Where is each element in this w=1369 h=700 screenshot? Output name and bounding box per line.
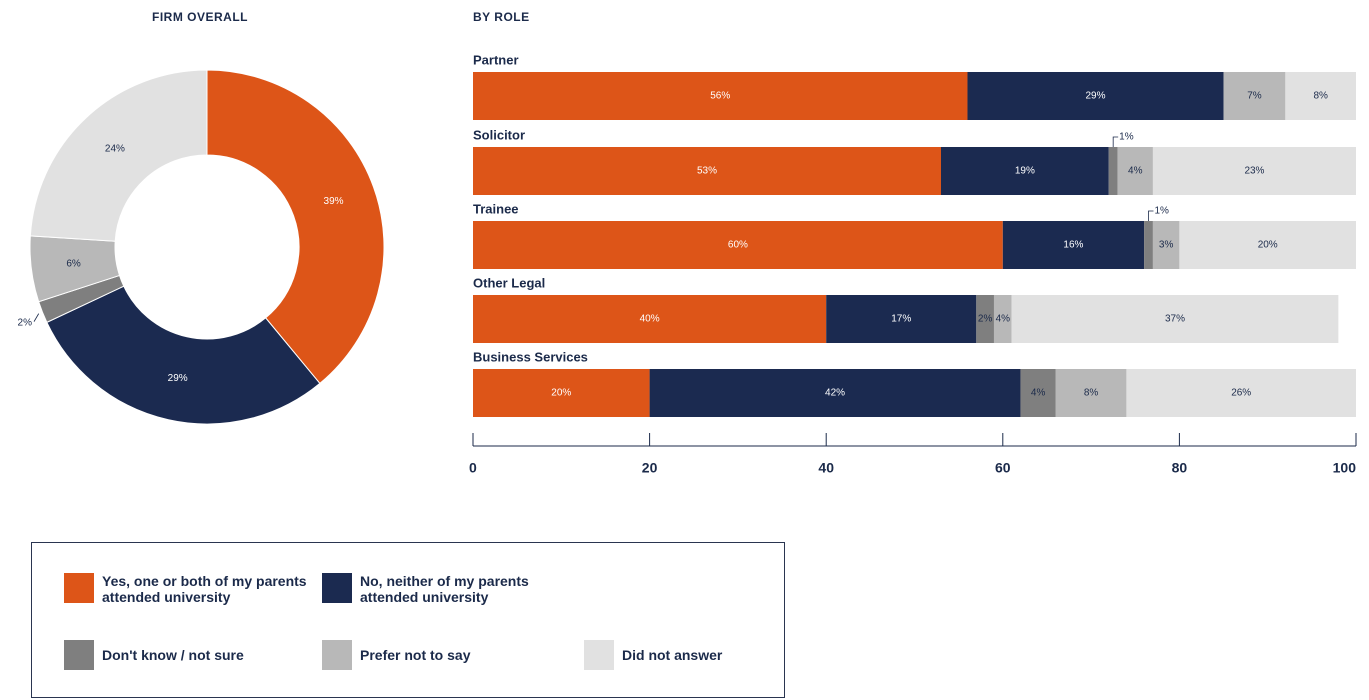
bar-segment-yes [473, 369, 650, 417]
bar-value-label: 1% [1119, 132, 1134, 143]
bar-value-label: 20% [551, 388, 571, 399]
bar-segment-dont_know [1108, 147, 1118, 195]
legend-label-no: No, neither of my parents attended unive… [360, 573, 529, 605]
bar-segment-did_not_answer [1126, 369, 1356, 417]
bar-value-label: 19% [1015, 166, 1035, 177]
bar-segment-prefer_not [1055, 369, 1127, 417]
bar-segment-prefer_not [993, 295, 1012, 343]
bar-category-label: Business Services [473, 349, 588, 364]
bar-value-label: 8% [1313, 91, 1328, 102]
bar-segment-dont_know [976, 295, 994, 343]
bar-value-label: 40% [640, 314, 660, 325]
legend-swatch-dont-know [64, 640, 94, 670]
bar-chart-title: BY ROLE [473, 10, 530, 24]
bar-segment-did_not_answer [1179, 221, 1356, 269]
bar-segment-prefer_not [1223, 72, 1286, 120]
x-axis-tick-label: 40 [818, 460, 834, 476]
donut-label-yes: 39% [324, 196, 344, 207]
legend-item-prefer-not: Prefer not to say [322, 640, 470, 670]
bar-segment-no [649, 369, 1021, 417]
bar-segment-did_not_answer [1011, 295, 1339, 343]
legend-item-no: No, neither of my parents attended unive… [322, 573, 560, 605]
bar-callout-line [1112, 136, 1119, 147]
bar-segment-no [826, 295, 977, 343]
legend-swatch-did-not-answer [584, 640, 614, 670]
bar-segment-did_not_answer [1285, 72, 1356, 120]
legend-swatch-no [322, 573, 352, 603]
donut-label-dont_know: 2% [18, 317, 33, 328]
x-axis-tick-label: 60 [995, 460, 1011, 476]
bar-value-label: 26% [1231, 388, 1251, 399]
bar-segment-yes [473, 295, 827, 343]
donut-slice-did_not_answer [29, 69, 208, 242]
legend-swatch-yes [64, 573, 94, 603]
bar-value-label: 4% [996, 314, 1011, 325]
bar-value-label: 2% [978, 314, 993, 325]
chart-canvas: 39% 29% 2% 6% 24% Partner 56% 29% 7% 8% Solicitor 5… [18, 52, 1357, 476]
bar-value-label: 4% [1128, 166, 1143, 177]
bar-value-label: 37% [1165, 314, 1185, 325]
donut-leader-dont_know [33, 313, 40, 322]
bar-value-label: 29% [1086, 91, 1106, 102]
bar-callout-line [1148, 210, 1154, 221]
legend-label-did-not-answer: Did not answer [622, 647, 723, 663]
bar-value-label: 1% [1154, 206, 1169, 217]
x-axis-tick-label: 20 [642, 460, 658, 476]
bar-value-label: 23% [1244, 166, 1264, 177]
legend-label-yes: Yes, one or both of my parents attended … [102, 573, 307, 605]
bar-segment-yes [473, 221, 1003, 269]
legend-label-dont-know: Don't know / not sure [102, 647, 244, 663]
bar-value-label: 16% [1063, 240, 1083, 251]
bar-value-label: 8% [1084, 388, 1099, 399]
bar-category-label: Trainee [473, 201, 519, 216]
x-axis-tick-label: 100 [1333, 460, 1357, 476]
bar-segment-no [967, 72, 1224, 120]
bar-segment-prefer_not [1152, 221, 1180, 269]
bar-segment-no [1002, 221, 1145, 269]
donut-label-prefer_not: 6% [66, 258, 81, 269]
bar-category-label: Solicitor [473, 127, 525, 142]
bar-category-label: Other Legal [473, 275, 545, 290]
bar-value-label: 20% [1258, 240, 1278, 251]
bar-segment-yes [473, 72, 968, 120]
donut-slice-no [46, 285, 321, 425]
bar-segment-dont_know [1020, 369, 1056, 417]
bar-segment-prefer_not [1117, 147, 1153, 195]
legend: Yes, one or both of my parents attended … [31, 542, 785, 698]
bar-value-label: 17% [891, 314, 911, 325]
bar-value-label: 42% [825, 388, 845, 399]
bar-segment-yes [473, 147, 941, 195]
bar-segment-did_not_answer [1152, 147, 1356, 195]
donut-chart-title: FIRM OVERALL [152, 10, 248, 24]
bar-value-label: 53% [697, 166, 717, 177]
bar-segment-no [940, 147, 1109, 195]
bar-value-label: 3% [1159, 240, 1174, 251]
legend-item-dont-know: Don't know / not sure [64, 640, 244, 670]
donut-label-did_not_answer: 24% [105, 144, 125, 155]
bar-value-label: 56% [710, 91, 730, 102]
bar-value-label: 60% [728, 240, 748, 251]
legend-swatch-prefer-not [322, 640, 352, 670]
bar-value-label: 4% [1031, 388, 1046, 399]
donut-slice-yes [206, 69, 385, 385]
bar-value-label: 7% [1247, 91, 1262, 102]
donut-label-no: 29% [168, 373, 188, 384]
legend-item-yes: Yes, one or both of my parents attended … [64, 573, 312, 605]
x-axis-tick-label: 0 [469, 460, 477, 476]
legend-label-prefer-not: Prefer not to say [360, 647, 471, 663]
x-axis-tick-label: 80 [1172, 460, 1188, 476]
bar-segment-dont_know [1144, 221, 1153, 269]
legend-item-did-not-answer: Did not answer [584, 640, 722, 670]
bar-category-label: Partner [473, 52, 519, 67]
